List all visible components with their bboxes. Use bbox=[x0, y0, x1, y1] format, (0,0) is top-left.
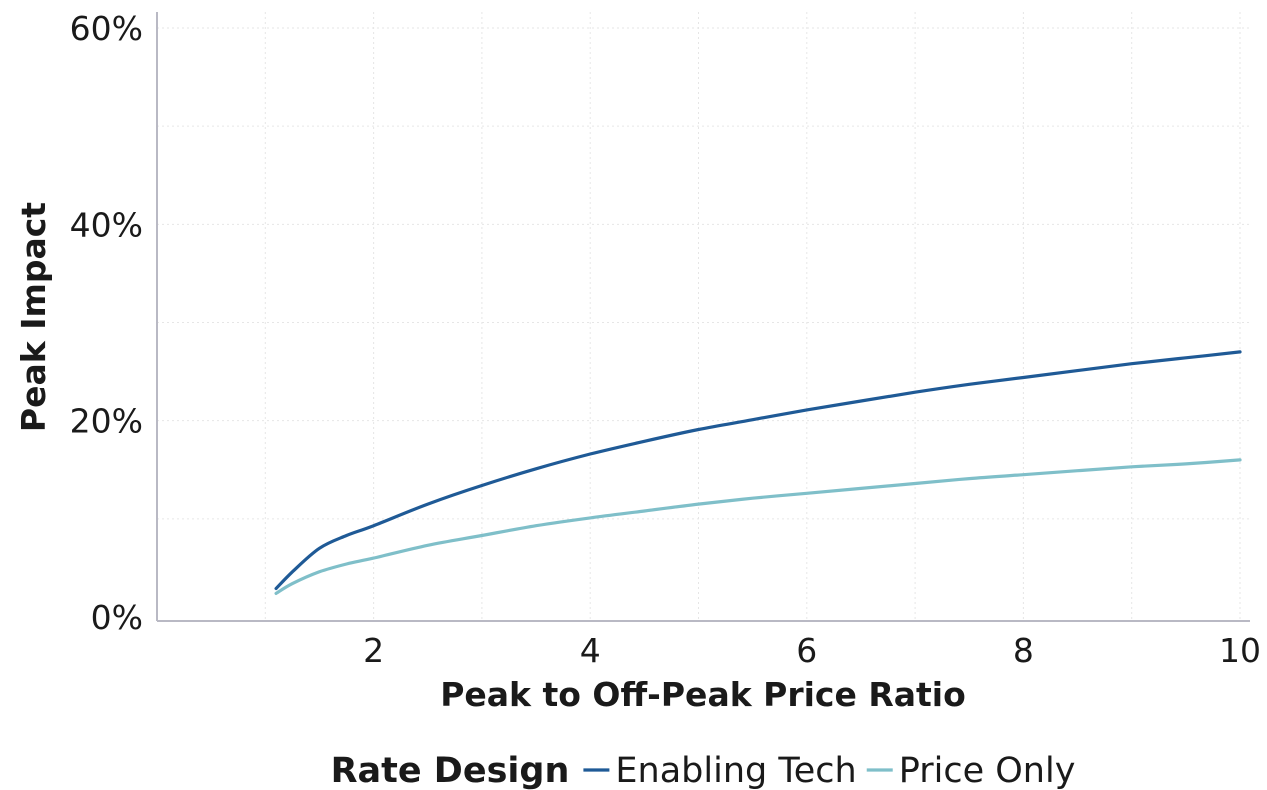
series-line-enabling-tech bbox=[274, 350, 1242, 591]
x-tick-label: 4 bbox=[580, 631, 601, 670]
y-tick-labels: 0% 20% 40% 60% bbox=[70, 9, 143, 637]
legend-label-price-only: Price Only bbox=[899, 751, 1076, 790]
legend: Rate Design Enabling Tech Price Only bbox=[331, 751, 1076, 790]
y-axis-title: Peak Impact bbox=[14, 202, 53, 432]
x-tick-label: 6 bbox=[796, 631, 817, 670]
y-tick-label: 20% bbox=[70, 402, 143, 441]
x-axis-title: Peak to Off-Peak Price Ratio bbox=[440, 675, 966, 714]
y-tick-label: 0% bbox=[91, 598, 143, 637]
legend-title: Rate Design bbox=[331, 751, 570, 790]
x-tick-label: 8 bbox=[1013, 631, 1034, 670]
y-tick-label: 40% bbox=[70, 205, 143, 244]
axes bbox=[156, 12, 1250, 622]
y-tick-label: 60% bbox=[70, 9, 143, 48]
legend-item-price-only: Price Only bbox=[866, 751, 1076, 790]
series-line-price-only bbox=[274, 458, 1242, 595]
x-tick-label: 10 bbox=[1219, 631, 1261, 670]
legend-label-enabling-tech: Enabling Tech bbox=[615, 751, 856, 790]
x-tick-label: 2 bbox=[363, 631, 384, 670]
grid bbox=[157, 12, 1250, 621]
x-tick-labels: 2 4 6 8 10 bbox=[363, 631, 1261, 670]
series-lines bbox=[274, 350, 1242, 595]
legend-item-enabling-tech: Enabling Tech bbox=[583, 751, 857, 790]
